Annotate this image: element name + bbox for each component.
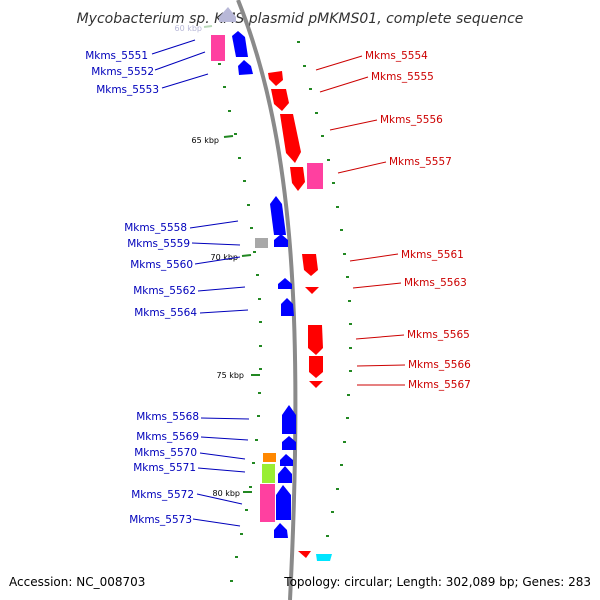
gene-feature-5568	[282, 405, 296, 434]
leader-line	[161, 73, 209, 89]
leader-line	[356, 364, 406, 367]
gene-label: Mkms_5556	[380, 114, 443, 126]
pseudogene-feature	[307, 163, 323, 189]
leader-line	[200, 436, 249, 441]
gene-feature-5563	[305, 287, 319, 294]
gene-label: Mkms_5563	[404, 277, 467, 289]
gene-label: Mkms_5555	[371, 71, 434, 83]
gene-label: Mkms_5551	[85, 50, 148, 62]
leader-line	[349, 253, 399, 262]
gene-feature-5562	[278, 278, 292, 289]
gene-label: Mkms_5557	[389, 156, 452, 168]
pseudogene-feature	[260, 484, 275, 522]
rna-feature	[255, 238, 268, 248]
gene-label: Mkms_5564	[134, 307, 197, 319]
gene-label: Mkms_5553	[96, 84, 159, 96]
cyan-feature	[316, 554, 332, 561]
gene-feature-5565	[308, 325, 323, 355]
kbp-label-60: 60 kbp	[174, 24, 202, 33]
kbp-scale: 60 kbp 65 kbp 70 kbp 75 kbp 80 kbp	[174, 24, 260, 498]
gene-feature-5572	[276, 485, 291, 520]
gene-label: Mkms_5571	[133, 462, 196, 474]
map-title: Mycobacterium sp. KMS plasmid pMKMS01, c…	[77, 11, 524, 27]
kbp-label-65: 65 kbp	[191, 136, 219, 145]
leader-line	[196, 493, 243, 505]
gene-feature-5558	[270, 196, 286, 235]
left-gene-labels	[151, 39, 250, 527]
gene-feature-5567	[309, 381, 323, 388]
plasmid-backbone	[236, 0, 298, 600]
right-gene-label-text: Mkms_5554 Mkms_5555 Mkms_5556 Mkms_5557 …	[365, 50, 471, 391]
leader-line	[319, 76, 369, 93]
gene-label: Mkms_5558	[124, 222, 187, 234]
tick-marks	[212, 39, 352, 582]
gene-label: Mkms_5561	[401, 249, 464, 261]
leader-line	[197, 286, 246, 292]
green-feature	[262, 464, 275, 483]
leader-line	[192, 518, 241, 527]
gene-label: Mkms_5569	[136, 431, 199, 443]
gene-label: Mkms_5559	[127, 238, 190, 250]
gene-label: Mkms_5573	[129, 514, 192, 526]
orange-feature	[263, 453, 276, 462]
gene-feature-5555	[271, 89, 289, 111]
kbp-tick-60	[203, 25, 213, 28]
pseudogene-feature	[211, 35, 225, 61]
gene-feature-5566	[309, 356, 323, 378]
leader-line	[191, 242, 241, 246]
gene-feature-5557	[290, 167, 305, 191]
right-gene-labels	[315, 55, 406, 386]
gene-label: Mkms_5570	[134, 447, 197, 459]
gene-label: Mkms_5568	[136, 411, 199, 423]
reverse-strand-features	[268, 71, 332, 561]
gene-feature-faded	[219, 7, 236, 22]
gene-label: Mkms_5554	[365, 50, 428, 62]
gene-feature-5552	[232, 31, 248, 57]
gene-feature-5569	[282, 436, 296, 450]
accession-text: Accession: NC_008703	[9, 575, 145, 589]
leader-line	[199, 309, 249, 314]
kbp-label-70: 70 kbp	[210, 253, 238, 262]
leader-line	[199, 452, 246, 460]
gene-feature-5556	[280, 114, 301, 163]
leader-line	[315, 55, 363, 71]
kbp-label-80: 80 kbp	[212, 489, 240, 498]
gene-label: Mkms_5567	[408, 379, 471, 391]
kbp-label-75: 75 kbp	[216, 371, 244, 380]
gene-label: Mkms_5572	[131, 489, 194, 501]
leader-line	[355, 334, 405, 340]
gene-feature-5559	[274, 234, 288, 247]
gene-label: Mkms_5562	[133, 285, 196, 297]
kbp-tick-70	[241, 254, 252, 257]
kbp-tick-65	[223, 135, 234, 138]
gene-feature-5573	[274, 523, 288, 538]
leader-line	[329, 119, 378, 131]
leader-line	[197, 467, 246, 473]
leader-line	[151, 39, 196, 55]
gene-feature-red	[298, 551, 311, 558]
gene-feature-5570	[280, 454, 293, 466]
gene-feature-5553	[238, 60, 253, 75]
leader-line	[337, 161, 387, 174]
gene-feature-5564	[281, 298, 294, 316]
forward-strand-features	[211, 7, 296, 538]
leader-line	[352, 282, 402, 289]
gene-feature-5554	[268, 71, 283, 86]
leader-line	[154, 51, 206, 71]
gene-label: Mkms_5560	[130, 259, 193, 271]
gene-label: Mkms_5565	[407, 329, 470, 341]
summary-text: Topology: circular; Length: 302,089 bp; …	[283, 575, 591, 589]
gene-feature-5571	[278, 466, 292, 483]
gene-label: Mkms_5552	[91, 66, 154, 78]
gene-label: Mkms_5566	[408, 359, 471, 371]
leader-line	[200, 417, 250, 420]
left-gene-label-text: Mkms_5551 Mkms_5552 Mkms_5553 Mkms_5558 …	[85, 50, 199, 526]
leader-line	[189, 220, 239, 229]
leader-line	[194, 256, 241, 265]
gene-feature-5561	[302, 254, 318, 276]
